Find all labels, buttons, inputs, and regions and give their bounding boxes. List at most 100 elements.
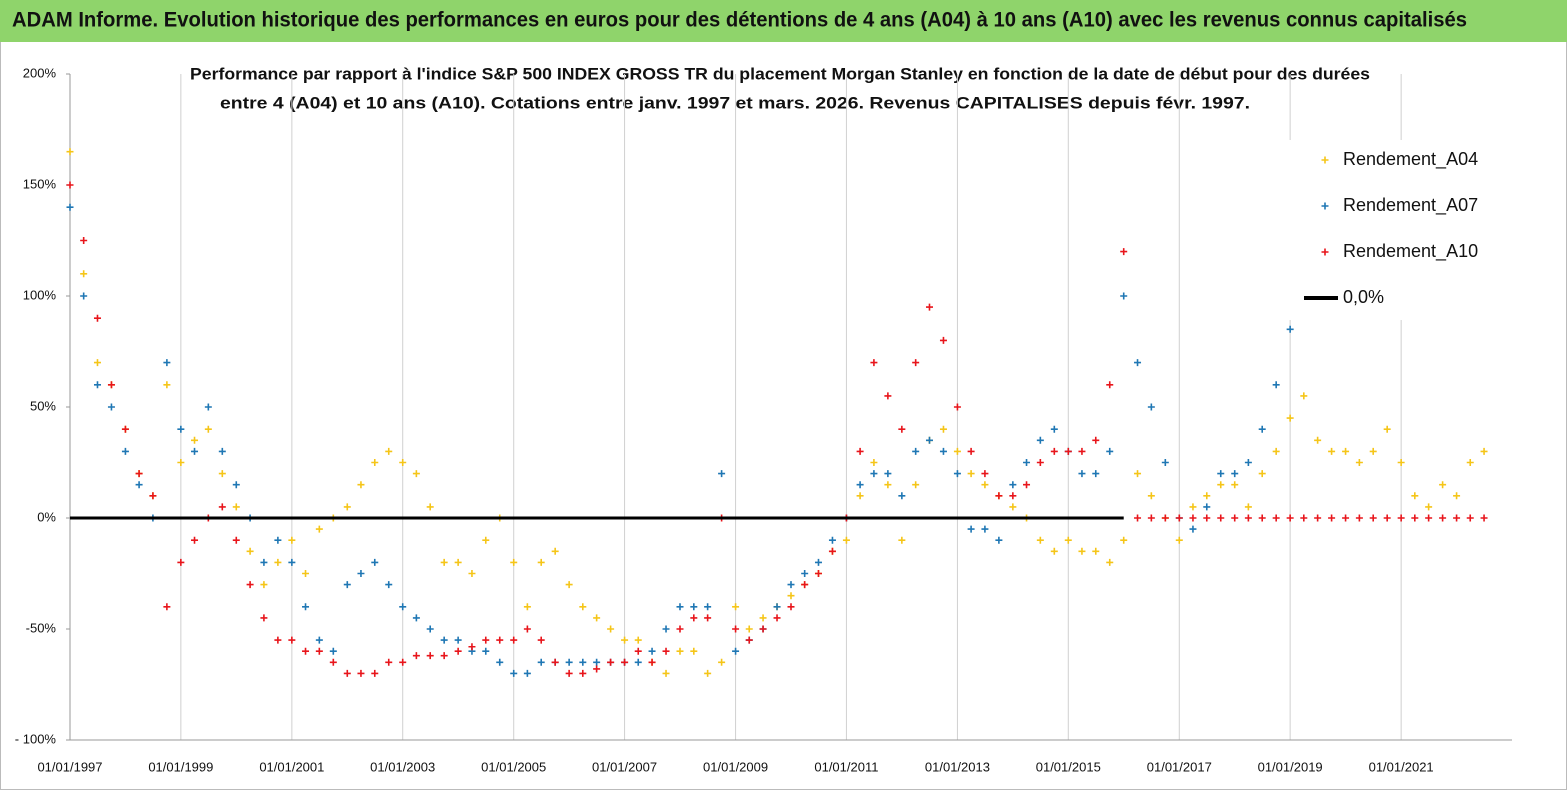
marker: [1383, 425, 1391, 433]
marker: [1106, 381, 1114, 389]
marker: [773, 603, 781, 611]
marker: [1203, 514, 1211, 522]
marker: [1439, 514, 1447, 522]
marker: [828, 536, 836, 544]
y-tick-label: 200%: [23, 65, 57, 80]
y-tick-label: - 100%: [15, 731, 57, 746]
marker: [1078, 447, 1086, 455]
x-tick-label: 01/01/2015: [1036, 759, 1101, 774]
x-tick-label: 01/01/2009: [703, 759, 768, 774]
marker: [1009, 503, 1017, 511]
marker: [260, 614, 268, 622]
marker: [66, 148, 74, 156]
marker: [315, 647, 323, 655]
x-tick-label: 01/01/2017: [1147, 759, 1212, 774]
marker: [523, 625, 531, 633]
marker: [1161, 514, 1169, 522]
marker: [191, 436, 199, 444]
marker: [537, 636, 545, 644]
marker: [343, 503, 351, 511]
marker: [218, 447, 226, 455]
marker: [870, 359, 878, 367]
marker: [107, 381, 115, 389]
marker: [80, 270, 88, 278]
x-tick-label: 01/01/2003: [370, 759, 435, 774]
marker: [801, 581, 809, 589]
marker: [399, 603, 407, 611]
marker: [676, 625, 684, 633]
marker: [551, 658, 559, 666]
marker: [510, 636, 518, 644]
marker: [884, 392, 892, 400]
marker: [1466, 459, 1474, 466]
marker: [634, 647, 642, 655]
marker: [953, 403, 961, 411]
x-tick-label: 01/01/2011: [814, 759, 878, 774]
marker: [842, 536, 850, 544]
marker: [732, 625, 740, 633]
marker: [246, 581, 254, 589]
marker: [107, 403, 115, 411]
marker: [371, 669, 379, 677]
marker: [537, 658, 545, 666]
marker: [246, 547, 254, 555]
marker: [1258, 425, 1266, 433]
marker: [496, 658, 504, 666]
marker: [1397, 514, 1405, 522]
marker: [274, 536, 282, 544]
marker: [1189, 514, 1197, 522]
marker: [1203, 492, 1211, 500]
y-tick-label: 150%: [23, 176, 57, 191]
marker: [939, 447, 947, 455]
marker: [662, 625, 670, 633]
marker: [177, 425, 185, 433]
marker: [1050, 447, 1058, 455]
marker: [1411, 492, 1419, 500]
marker: [856, 492, 864, 500]
marker: [662, 669, 670, 677]
marker: [1258, 514, 1266, 522]
marker: [856, 481, 864, 489]
marker: [191, 447, 199, 455]
marker: [579, 603, 587, 611]
marker: [1258, 470, 1266, 478]
marker: [1120, 292, 1128, 300]
marker: [1009, 492, 1017, 500]
marker: [1244, 459, 1252, 466]
marker: [302, 647, 310, 655]
marker: [1453, 492, 1461, 500]
marker: [1106, 447, 1114, 455]
marker: [1272, 381, 1280, 389]
marker: [925, 436, 933, 444]
marker: [399, 658, 407, 666]
marker: [496, 636, 504, 644]
marker: [718, 658, 726, 666]
marker: [288, 558, 296, 566]
marker: [732, 647, 740, 655]
marker: [163, 359, 171, 367]
marker: [1383, 514, 1391, 522]
marker: [967, 470, 975, 478]
marker: [912, 359, 920, 367]
marker: [579, 658, 587, 666]
marker: [898, 536, 906, 544]
marker: [648, 647, 656, 655]
marker: [953, 470, 961, 478]
marker: [274, 636, 282, 644]
marker: [468, 570, 476, 577]
marker: [510, 669, 518, 677]
marker: [981, 481, 989, 489]
marker: [93, 381, 101, 389]
marker: [1175, 514, 1183, 522]
marker: [648, 658, 656, 666]
marker: [163, 603, 171, 611]
marker: [1466, 514, 1474, 522]
marker: [1342, 447, 1350, 455]
marker: [177, 459, 185, 466]
marker: [329, 658, 337, 666]
marker: [454, 647, 462, 655]
marker: [1425, 503, 1433, 511]
marker: [634, 658, 642, 666]
legend-label: Rendement_A07: [1343, 195, 1478, 216]
marker: [759, 614, 767, 622]
